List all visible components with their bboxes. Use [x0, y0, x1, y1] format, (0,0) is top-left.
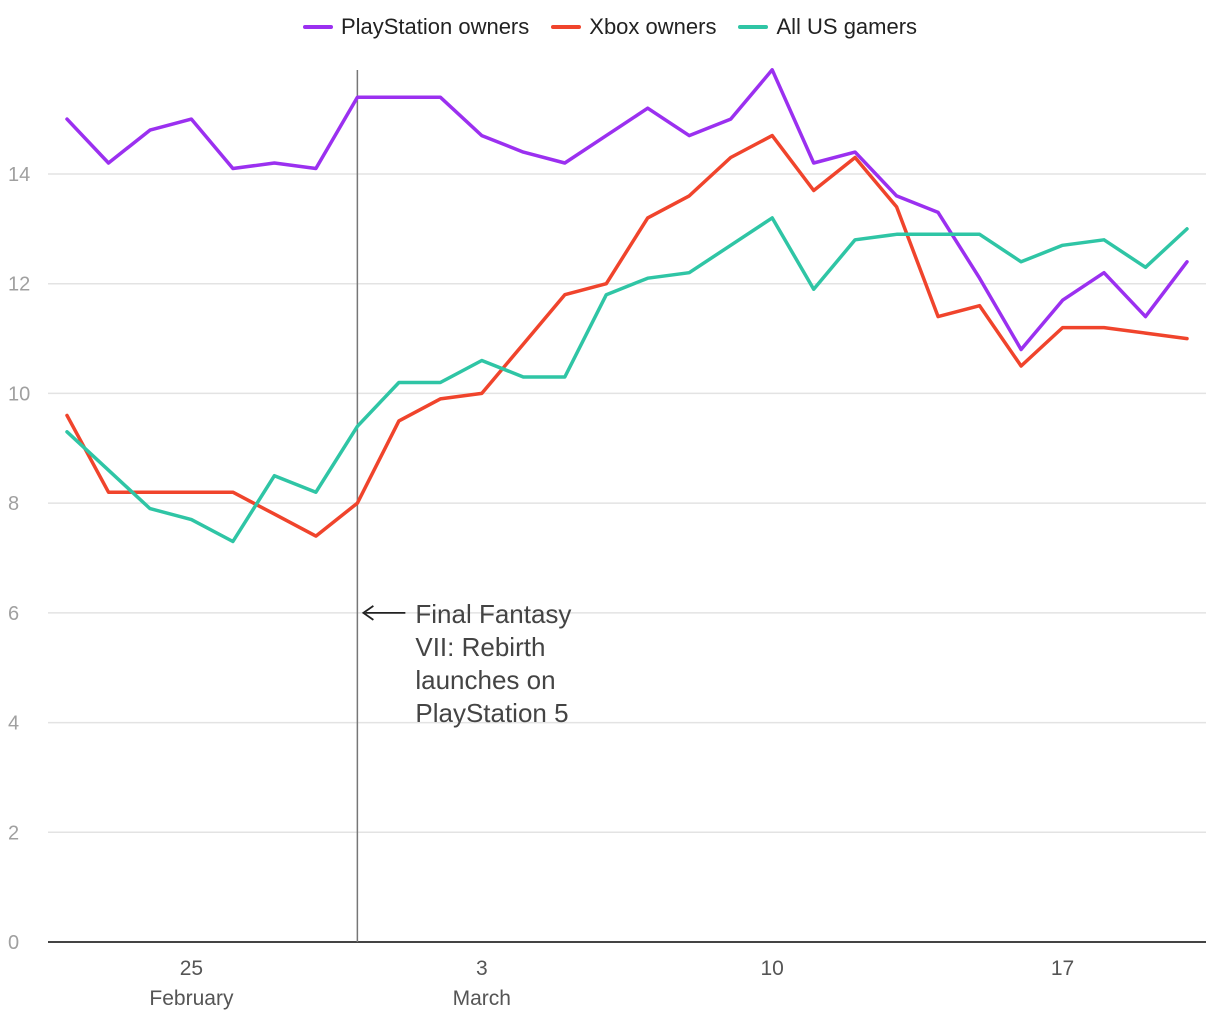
y-tick-label: 4 — [8, 713, 19, 735]
y-tick-label: 8 — [8, 493, 19, 515]
legend-label: PlayStation owners — [340, 14, 530, 39]
annotation-arrowhead — [361, 605, 374, 621]
annotation-text: Final Fantasy — [415, 599, 571, 629]
x-tick-sublabel: February — [149, 987, 234, 1010]
y-tick-label: 2 — [8, 822, 19, 844]
annotation-text: PlayStation 5 — [415, 698, 568, 728]
series-line-xbox-owners — [65, 133, 1189, 538]
legend-label: Xbox owners — [589, 14, 717, 39]
x-tick-label: 3 — [476, 957, 488, 980]
y-tick-label: 14 — [8, 164, 30, 186]
x-tick-label: 10 — [761, 957, 784, 980]
y-tick-label: 12 — [8, 274, 30, 296]
chart-legend: PlayStation owners Xbox owners All US game… — [0, 14, 1220, 40]
x-tick-sublabel: March — [453, 987, 511, 1010]
legend-item: PlayStation owners — [302, 14, 530, 40]
legend-swatch — [738, 25, 769, 29]
annotation-text: launches on — [415, 665, 555, 695]
legend-item: All US gamers — [738, 14, 917, 40]
y-tick-label: 0 — [8, 932, 19, 954]
legend-label: All US gamers — [776, 14, 918, 39]
y-tick-label: 6 — [8, 603, 19, 625]
legend-swatch — [302, 25, 333, 29]
x-tick-label: 25 — [180, 957, 203, 980]
annotation-text: VII: Rebirth — [415, 632, 545, 662]
series-line-playstation-owners — [65, 68, 1189, 352]
legend-item: Xbox owners — [551, 14, 716, 40]
legend-swatch — [551, 25, 582, 29]
x-tick-label: 17 — [1051, 957, 1074, 980]
series-line-all-us-gamers — [65, 216, 1189, 544]
y-tick-label: 10 — [8, 383, 30, 405]
